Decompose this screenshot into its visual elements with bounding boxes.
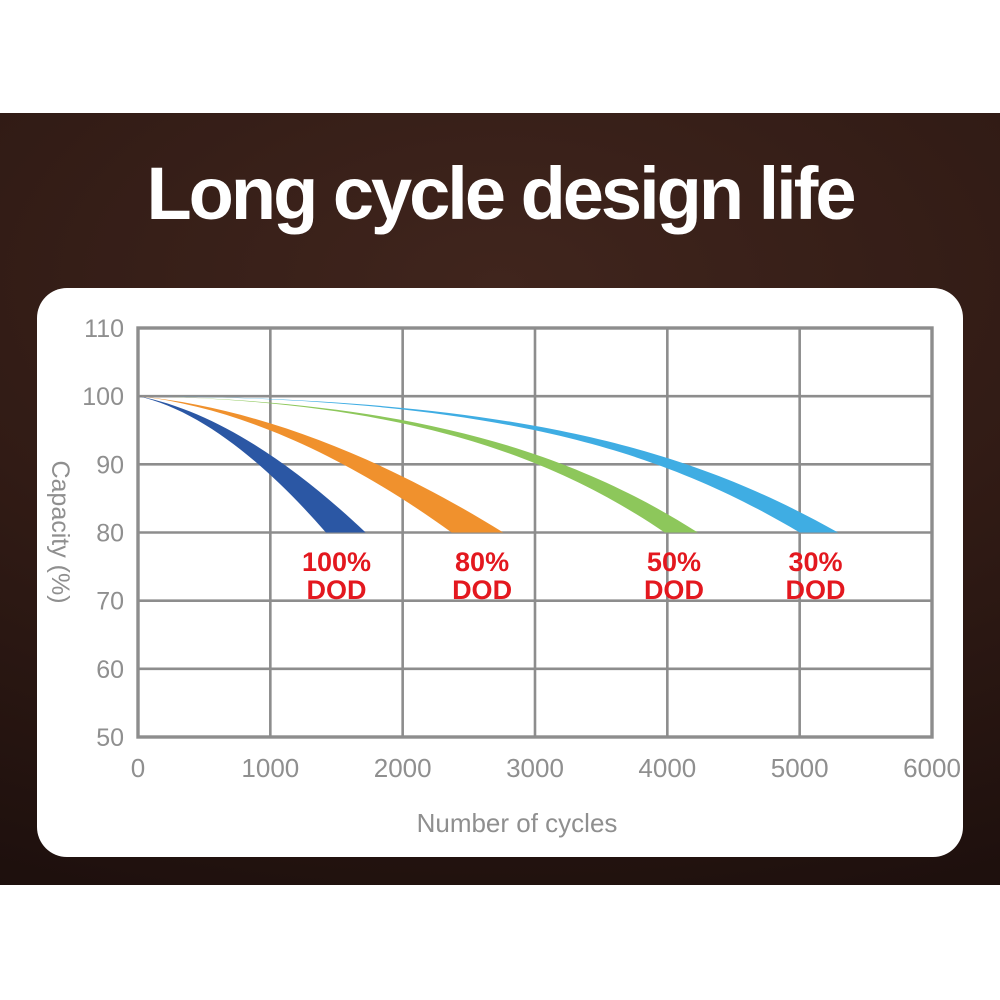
y-tick-label: 80 bbox=[96, 520, 124, 548]
grid-border bbox=[136, 326, 934, 739]
banner: Long cycle design life 110 100 90 80 70 60 50 0… bbox=[0, 113, 1000, 885]
capacity-band-50dod bbox=[138, 396, 698, 533]
dod-annotation-pct: 100% bbox=[302, 547, 371, 577]
x-tick-label: 1000 bbox=[241, 753, 299, 783]
capacity-band-80dod bbox=[138, 396, 504, 533]
y-tick-label: 90 bbox=[96, 451, 124, 479]
dod-annotation-label: DOD bbox=[786, 575, 846, 605]
page-title: Long cycle design life bbox=[146, 152, 856, 235]
x-tick-label: 4000 bbox=[638, 753, 696, 783]
y-tick-label: 100 bbox=[82, 383, 124, 411]
dod-annotation-pct: 30% bbox=[789, 547, 843, 577]
y-tick-label: 50 bbox=[96, 724, 124, 752]
y-tick-label: 60 bbox=[96, 656, 124, 684]
chart-panel: 110 100 90 80 70 60 50 0 1000 2000 3000 4000 5000 600… bbox=[37, 288, 963, 857]
x-tick-label: 5000 bbox=[771, 753, 829, 783]
cycle-life-chart: 110 100 90 80 70 60 500 1000 2000 3000 4000 5000 600… bbox=[82, 315, 961, 783]
x-tick-label: 2000 bbox=[374, 753, 432, 783]
x-tick-label: 3000 bbox=[506, 753, 564, 783]
y-tick-label: 110 bbox=[84, 315, 124, 343]
dod-annotation-pct: 50% bbox=[647, 547, 701, 577]
dod-annotation-label: DOD bbox=[452, 575, 512, 605]
x-axis-label: Number of cycles bbox=[416, 808, 618, 838]
dod-annotation-label: DOD bbox=[307, 575, 367, 605]
y-axis-label: Capacity (%) bbox=[46, 460, 74, 604]
x-tick-label: 6000 bbox=[903, 753, 961, 783]
x-tick-label: 0 bbox=[131, 753, 145, 783]
capacity-band-100dod bbox=[138, 396, 366, 533]
dod-annotation-label: DOD bbox=[644, 575, 704, 605]
dod-annotation-pct: 80% bbox=[455, 547, 509, 577]
y-tick-label: 70 bbox=[96, 588, 124, 616]
